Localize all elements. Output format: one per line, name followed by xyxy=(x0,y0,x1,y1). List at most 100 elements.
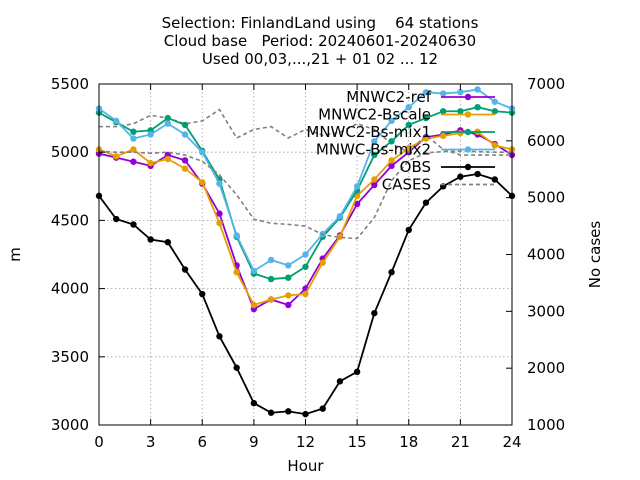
series-mnwc-bs-mix2 xyxy=(95,86,516,275)
x-tick-label: 6 xyxy=(197,433,207,451)
y2-tick-label: 6000 xyxy=(527,132,565,150)
data-point xyxy=(457,173,464,180)
data-point xyxy=(181,165,189,172)
data-point xyxy=(302,251,309,258)
data-point xyxy=(285,274,292,281)
data-point xyxy=(388,138,395,145)
x-tick-label: 18 xyxy=(399,433,418,451)
legend: MNWC2-refMNWC2-BscaleMNWC2-Bs-mix1MNWC-B… xyxy=(306,88,495,194)
data-point xyxy=(130,146,137,153)
data-point xyxy=(233,232,240,239)
x-tick-label: 12 xyxy=(296,433,315,451)
data-point xyxy=(285,292,292,299)
y2-tick-label: 1000 xyxy=(527,416,565,434)
data-point xyxy=(130,128,137,135)
data-point xyxy=(371,181,378,189)
legend-label: OBS xyxy=(400,158,431,176)
data-point xyxy=(113,215,120,223)
legend-marker xyxy=(464,146,472,153)
data-point xyxy=(216,210,223,217)
data-point xyxy=(457,88,464,96)
data-point xyxy=(267,256,275,264)
data-point xyxy=(267,296,275,303)
data-point xyxy=(267,409,275,416)
chart-title-line-2: Cloud base Period: 20240601-20240630 xyxy=(163,32,477,50)
data-point xyxy=(371,138,378,145)
data-point xyxy=(267,275,275,283)
data-point xyxy=(216,219,223,227)
data-point xyxy=(371,151,378,159)
data-point xyxy=(216,333,223,340)
y-tick-label: 3000 xyxy=(51,416,89,434)
x-tick-label: 3 xyxy=(146,433,156,451)
y2-tick-label: 4000 xyxy=(527,246,565,264)
y-tick-label: 4000 xyxy=(51,280,89,298)
legend-label: MNWC2-Bs-mix1 xyxy=(306,123,431,141)
data-point xyxy=(181,131,189,138)
data-point xyxy=(439,108,447,115)
x-tick-label: 24 xyxy=(502,433,521,451)
data-point xyxy=(422,199,430,206)
legend-marker xyxy=(464,93,472,101)
y-tick-label: 3500 xyxy=(51,348,89,366)
data-point xyxy=(233,364,240,371)
data-point xyxy=(130,135,137,142)
data-point xyxy=(319,259,326,266)
y-tick-label: 4500 xyxy=(51,211,89,229)
grid-lines xyxy=(99,84,512,425)
data-point xyxy=(474,103,481,111)
legend-label: MNWC2-Bscale xyxy=(318,106,431,124)
legend-marker xyxy=(464,128,472,136)
data-point xyxy=(302,290,309,298)
data-point xyxy=(388,117,395,125)
legend-label: MNWC-Bs-mix2 xyxy=(316,141,431,159)
data-point xyxy=(250,399,258,407)
x-tick-label: 15 xyxy=(348,433,367,451)
data-point xyxy=(388,269,395,276)
data-point xyxy=(422,88,430,96)
data-point xyxy=(250,301,258,309)
legend-label: CASES xyxy=(382,176,431,194)
legend-label: MNWC2-ref xyxy=(346,88,431,106)
data-point xyxy=(164,155,172,163)
data-point xyxy=(181,157,189,164)
data-point xyxy=(371,309,378,317)
data-point xyxy=(371,176,378,183)
data-point xyxy=(285,262,292,269)
data-point xyxy=(336,233,344,240)
data-point xyxy=(164,239,172,246)
data-point xyxy=(336,378,344,385)
legend-marker xyxy=(464,111,472,118)
data-point xyxy=(130,158,137,165)
x-tick-label: 21 xyxy=(451,433,470,451)
data-point xyxy=(422,114,430,122)
data-point xyxy=(216,180,223,187)
data-point xyxy=(405,226,412,234)
axis-ticks: 0 3 6 9 12 15 18 21 24 3000 3500 4000 4500 5000 5500 10… xyxy=(51,75,565,451)
data-point xyxy=(233,269,240,276)
data-point xyxy=(405,144,412,152)
legend-marker xyxy=(464,163,472,171)
data-point xyxy=(388,162,395,170)
y2-tick-label: 5000 xyxy=(527,189,565,207)
data-point xyxy=(474,86,481,93)
data-point xyxy=(336,213,344,220)
data-point xyxy=(388,157,395,164)
y-tick-label: 5000 xyxy=(51,143,89,161)
data-point xyxy=(319,405,326,412)
data-point xyxy=(113,153,120,160)
chart-title-line-1: Selection: FinlandLand using 64 stations xyxy=(161,14,479,32)
y2-tick-label: 2000 xyxy=(527,359,565,377)
data-point xyxy=(491,142,498,149)
chart-series xyxy=(95,86,516,418)
data-point xyxy=(250,267,258,275)
data-point xyxy=(302,410,309,418)
data-point xyxy=(113,117,120,125)
data-point xyxy=(491,176,498,183)
x-tick-label: 0 xyxy=(94,433,104,451)
data-point xyxy=(285,408,292,415)
data-point xyxy=(164,114,172,122)
data-point xyxy=(285,301,292,309)
data-point xyxy=(199,179,206,186)
